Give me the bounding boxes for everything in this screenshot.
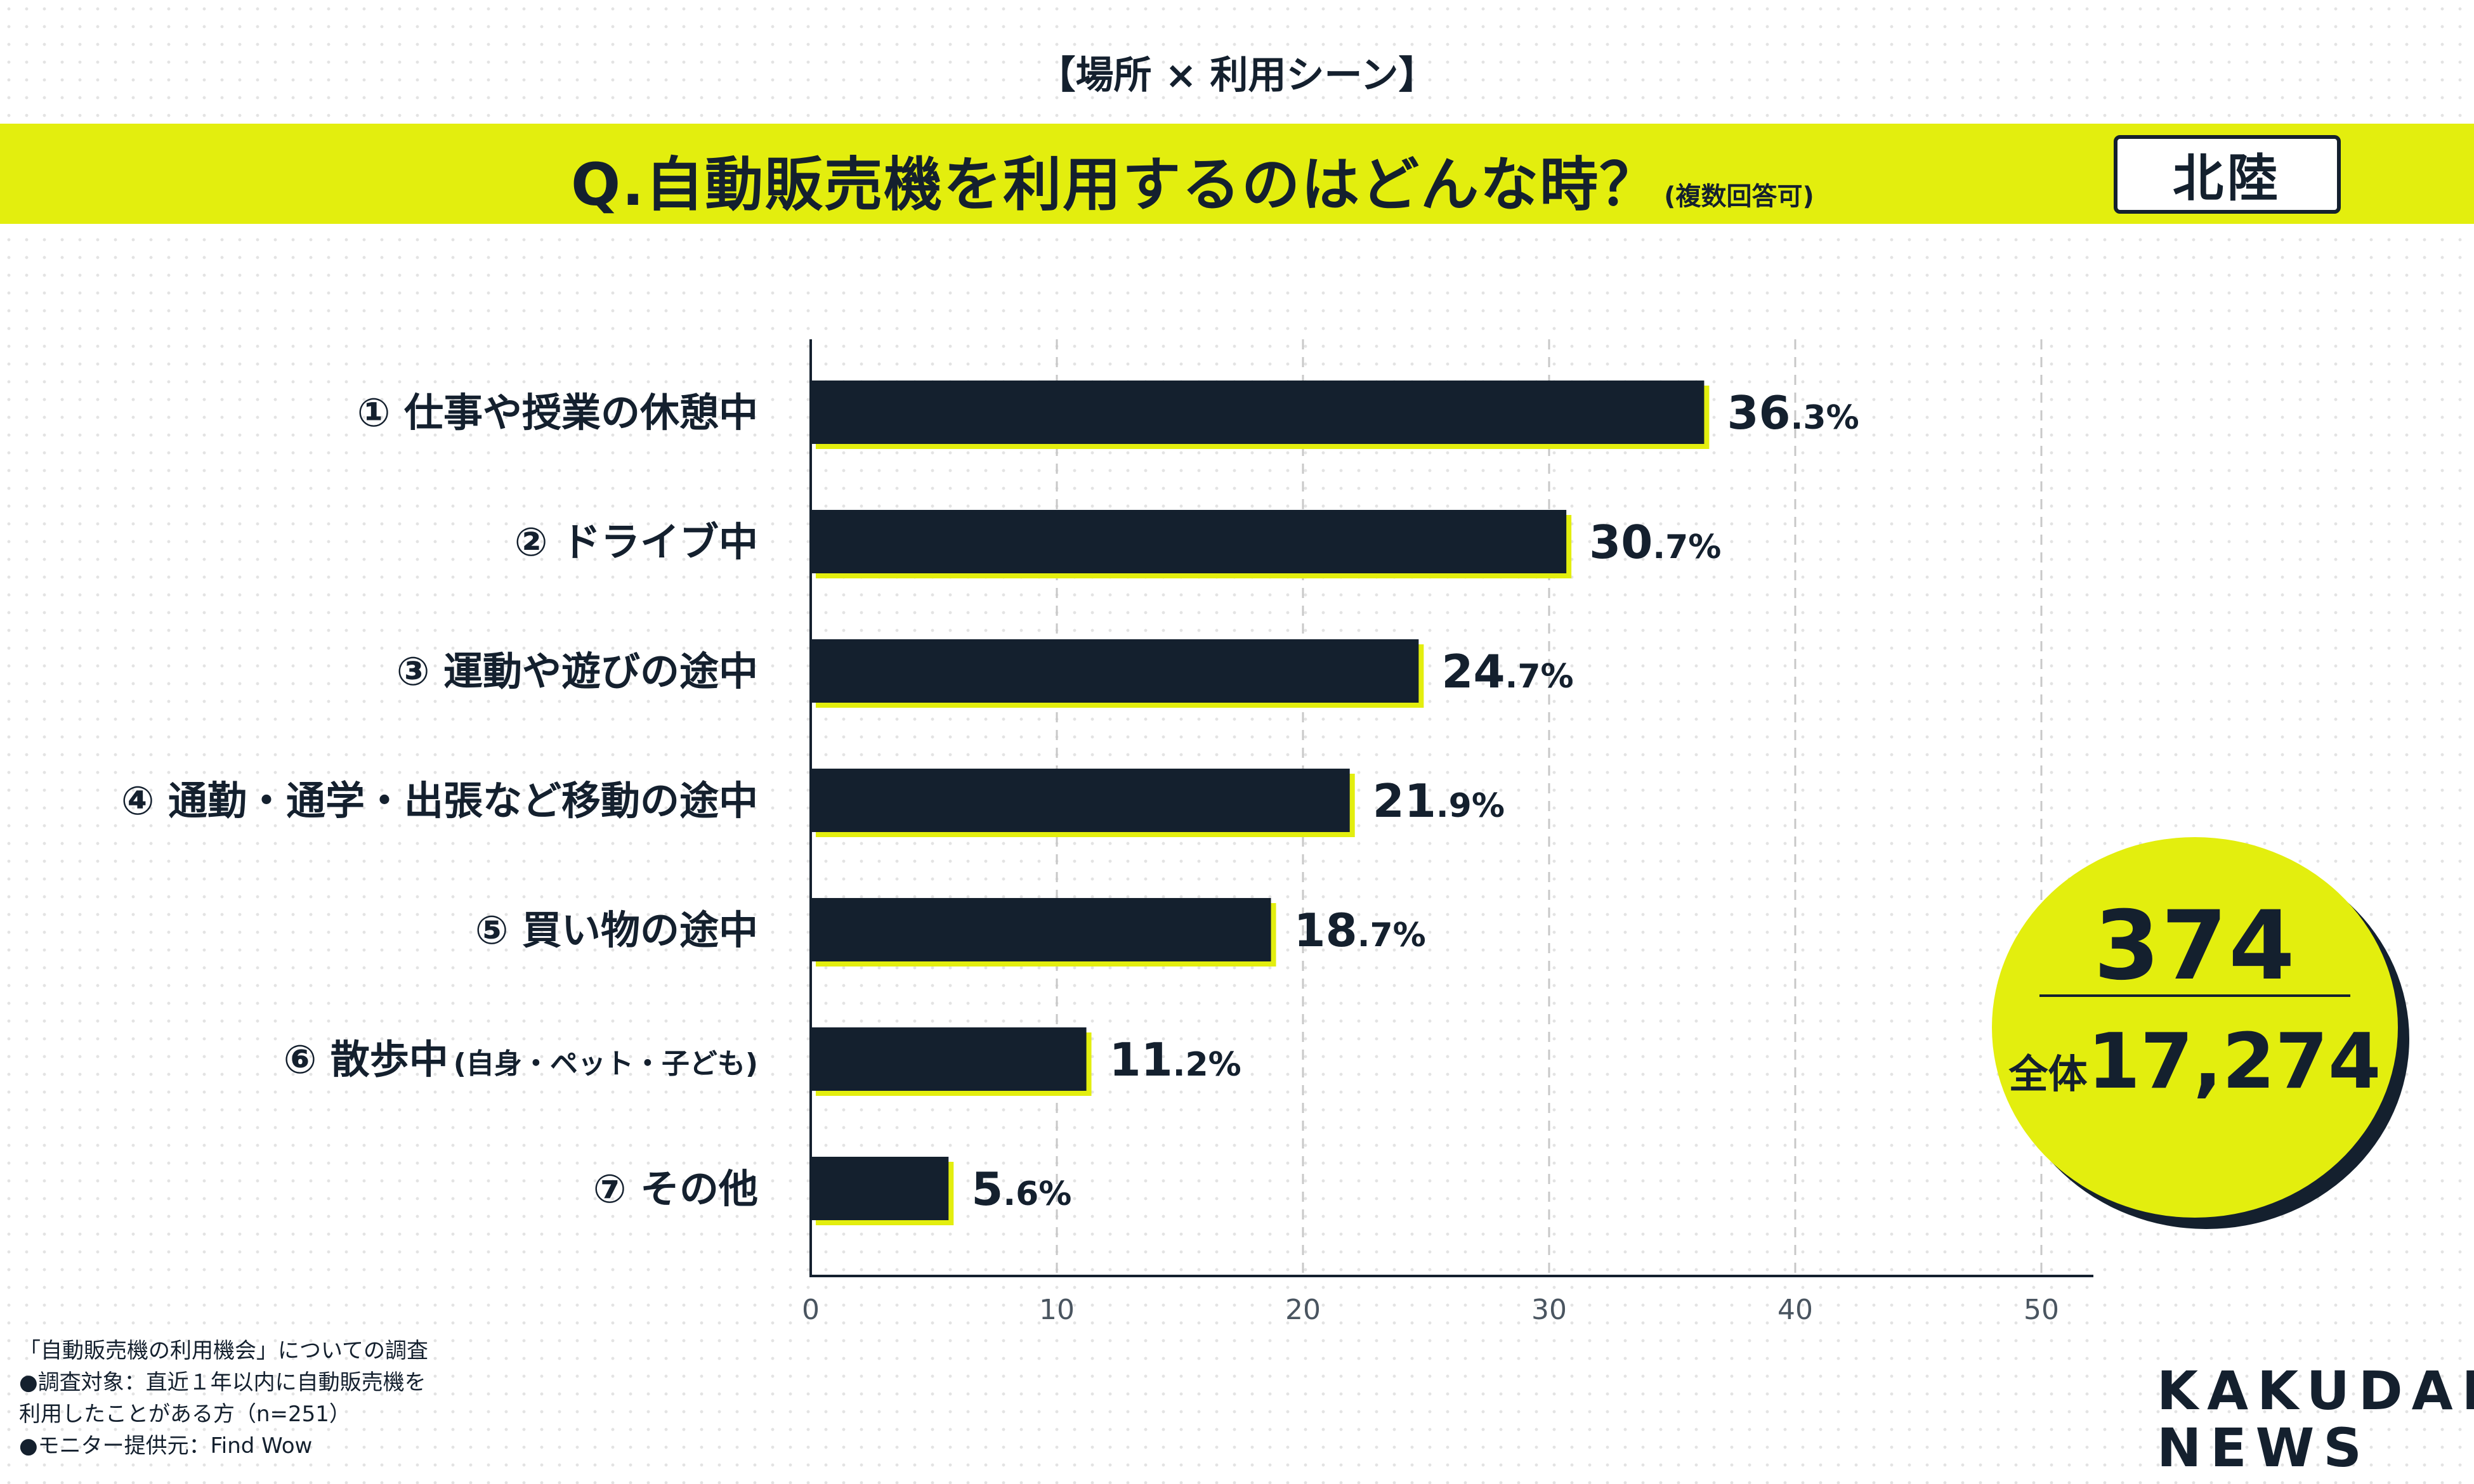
- x-tick-label: 30: [1531, 1294, 1567, 1326]
- bar: [811, 510, 1567, 573]
- value-label: 11.2%: [1109, 1033, 1241, 1086]
- respondent-count: 374: [2093, 891, 2296, 1001]
- x-tick-label: 40: [1777, 1294, 1813, 1326]
- category-label: ⑥ 散歩中 (自身・ペット・子ども): [284, 1036, 758, 1083]
- note-line: 利用したことがある方（n=251）: [19, 1402, 351, 1427]
- category-label: ⑤ 買い物の途中: [475, 907, 758, 953]
- value-label: 18.7%: [1294, 904, 1426, 957]
- category-label: ③ 運動や遊びの途中: [396, 648, 758, 694]
- x-tick-label: 20: [1285, 1294, 1321, 1326]
- note-line: ●調査対象：直近１年以内に自動販売機を: [19, 1370, 426, 1395]
- x-tick-label: 0: [802, 1294, 820, 1326]
- category-label: ④ 通勤・通学・出張など移動の途中: [121, 778, 758, 824]
- note-line: ●モニター提供元：Find Wow: [19, 1433, 313, 1459]
- bar: [811, 1027, 1087, 1091]
- total-count: 全体17,274: [1992, 1018, 2398, 1106]
- survey-notes: 「自動販売機の利用機会」についての調査 ●調査対象：直近１年以内に自動販売機を …: [19, 1335, 653, 1462]
- respondent-count-circle: 374 全体17,274: [1992, 837, 2398, 1218]
- question-note: (複数回答可): [1664, 182, 1814, 211]
- brand-line-1: KAKUDAI: [2157, 1360, 2474, 1422]
- value-label: 24.7%: [1441, 645, 1573, 698]
- survey-subtitle: 【場所 × 利用シーン】: [1037, 53, 1437, 98]
- bar: [811, 769, 1350, 832]
- total-value: 17,274: [2087, 1018, 2381, 1106]
- value-label: 36.3%: [1727, 386, 1859, 439]
- x-tick-label: 50: [2024, 1294, 2059, 1326]
- category-label: ② ドライブ中: [514, 519, 758, 565]
- category-label: ⑦ その他: [593, 1166, 758, 1212]
- category-label: ① 仕事や授業の休憩中: [357, 389, 758, 436]
- value-label: 30.7%: [1589, 516, 1721, 569]
- circle-divider: [2039, 994, 2350, 997]
- value-label: 21.9%: [1373, 774, 1505, 828]
- question-banner: Q.自動販売機を利用するのはどんな時？ (複数回答可) 北陸: [0, 124, 2474, 224]
- question-title: Q.自動販売機を利用するのはどんな時？ (複数回答可): [571, 138, 1814, 219]
- brand-logo: KAKUDAI NEWS: [2157, 1360, 2474, 1479]
- bar: [811, 381, 1705, 444]
- bar: [811, 898, 1271, 961]
- bar: [811, 1157, 949, 1220]
- x-tick-label: 10: [1039, 1294, 1075, 1326]
- question-text: Q.自動販売機を利用するのはどんな時？: [571, 151, 1659, 219]
- brand-line-2: NEWS: [2157, 1417, 2371, 1479]
- note-line: 「自動販売機の利用機会」についての調査: [19, 1338, 428, 1364]
- total-label: 全体: [2008, 1051, 2088, 1097]
- bar: [811, 639, 1419, 703]
- value-label: 5.6%: [971, 1162, 1071, 1216]
- region-badge: 北陸: [2114, 135, 2341, 214]
